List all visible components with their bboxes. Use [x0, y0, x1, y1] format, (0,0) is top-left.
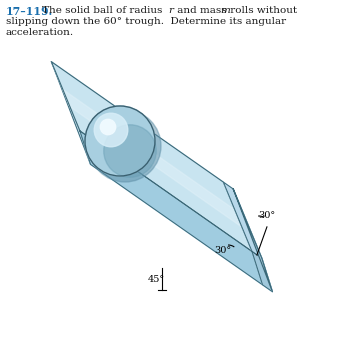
Text: 17–119.: 17–119.	[6, 6, 53, 17]
Text: rolls without: rolls without	[227, 6, 297, 15]
Polygon shape	[51, 62, 91, 164]
Polygon shape	[51, 62, 252, 251]
Text: and mass: and mass	[174, 6, 230, 15]
Text: acceleration.: acceleration.	[6, 28, 74, 37]
Text: slipping down the 60° trough.  Determine its angular: slipping down the 60° trough. Determine …	[6, 17, 286, 26]
Circle shape	[89, 110, 161, 182]
Circle shape	[85, 106, 155, 176]
Polygon shape	[252, 251, 272, 292]
Circle shape	[100, 119, 116, 135]
Text: r: r	[168, 6, 173, 15]
Text: m: m	[220, 6, 230, 15]
Circle shape	[94, 113, 128, 147]
Text: 45°: 45°	[148, 275, 165, 284]
Text: The solid ball of radius: The solid ball of radius	[42, 6, 166, 15]
Polygon shape	[233, 189, 272, 292]
Polygon shape	[80, 131, 263, 285]
Circle shape	[104, 125, 156, 177]
Polygon shape	[63, 89, 242, 227]
Polygon shape	[223, 182, 262, 258]
Text: 30°: 30°	[258, 211, 275, 220]
Text: 30°: 30°	[214, 246, 231, 255]
